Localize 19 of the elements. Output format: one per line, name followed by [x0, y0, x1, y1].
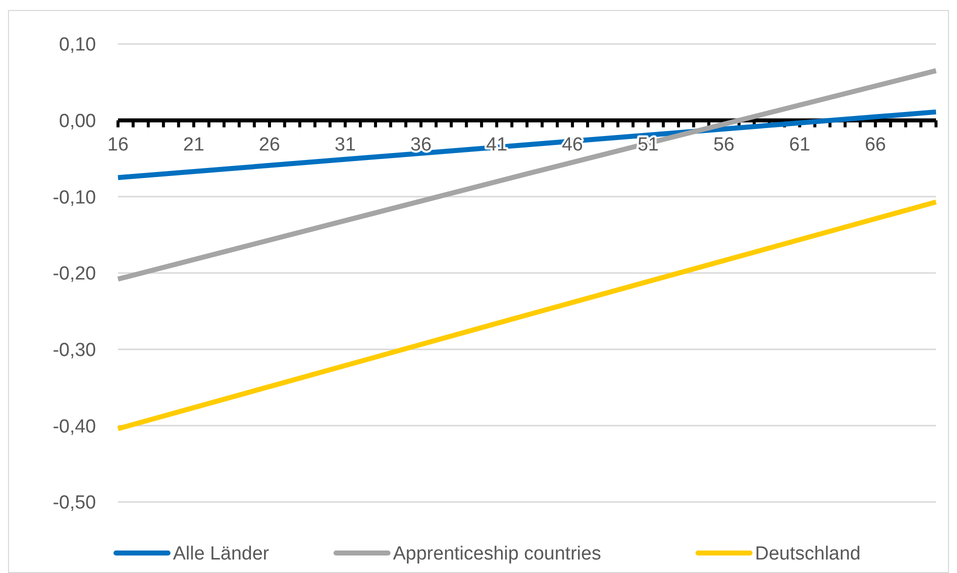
- x-tick-label: 66: [864, 134, 886, 156]
- x-tick-label: 61: [789, 134, 810, 156]
- y-tick-label: -0,30: [52, 340, 96, 361]
- x-tick-label: 26: [258, 134, 280, 156]
- y-tick-label: 0,10: [59, 34, 96, 56]
- legend-label: Apprenticeship countries: [393, 544, 602, 565]
- x-tick-label: 16: [107, 134, 129, 156]
- x-tick-label: 21: [183, 134, 204, 156]
- x-tick-label: 51: [638, 134, 659, 156]
- x-tick-label: 56: [713, 134, 734, 156]
- x-tick-label: 31: [334, 134, 356, 156]
- y-tick-label: 0,00: [59, 110, 96, 132]
- legend-label: Deutschland: [755, 544, 861, 565]
- y-tick-label: -0,40: [52, 416, 96, 438]
- y-tick-label: -0,50: [52, 492, 96, 514]
- legend-label: Alle Länder: [173, 544, 270, 565]
- y-tick-label: -0,10: [52, 187, 96, 208]
- y-tick-label: -0,20: [52, 264, 96, 285]
- x-tick-label: 36: [410, 134, 432, 156]
